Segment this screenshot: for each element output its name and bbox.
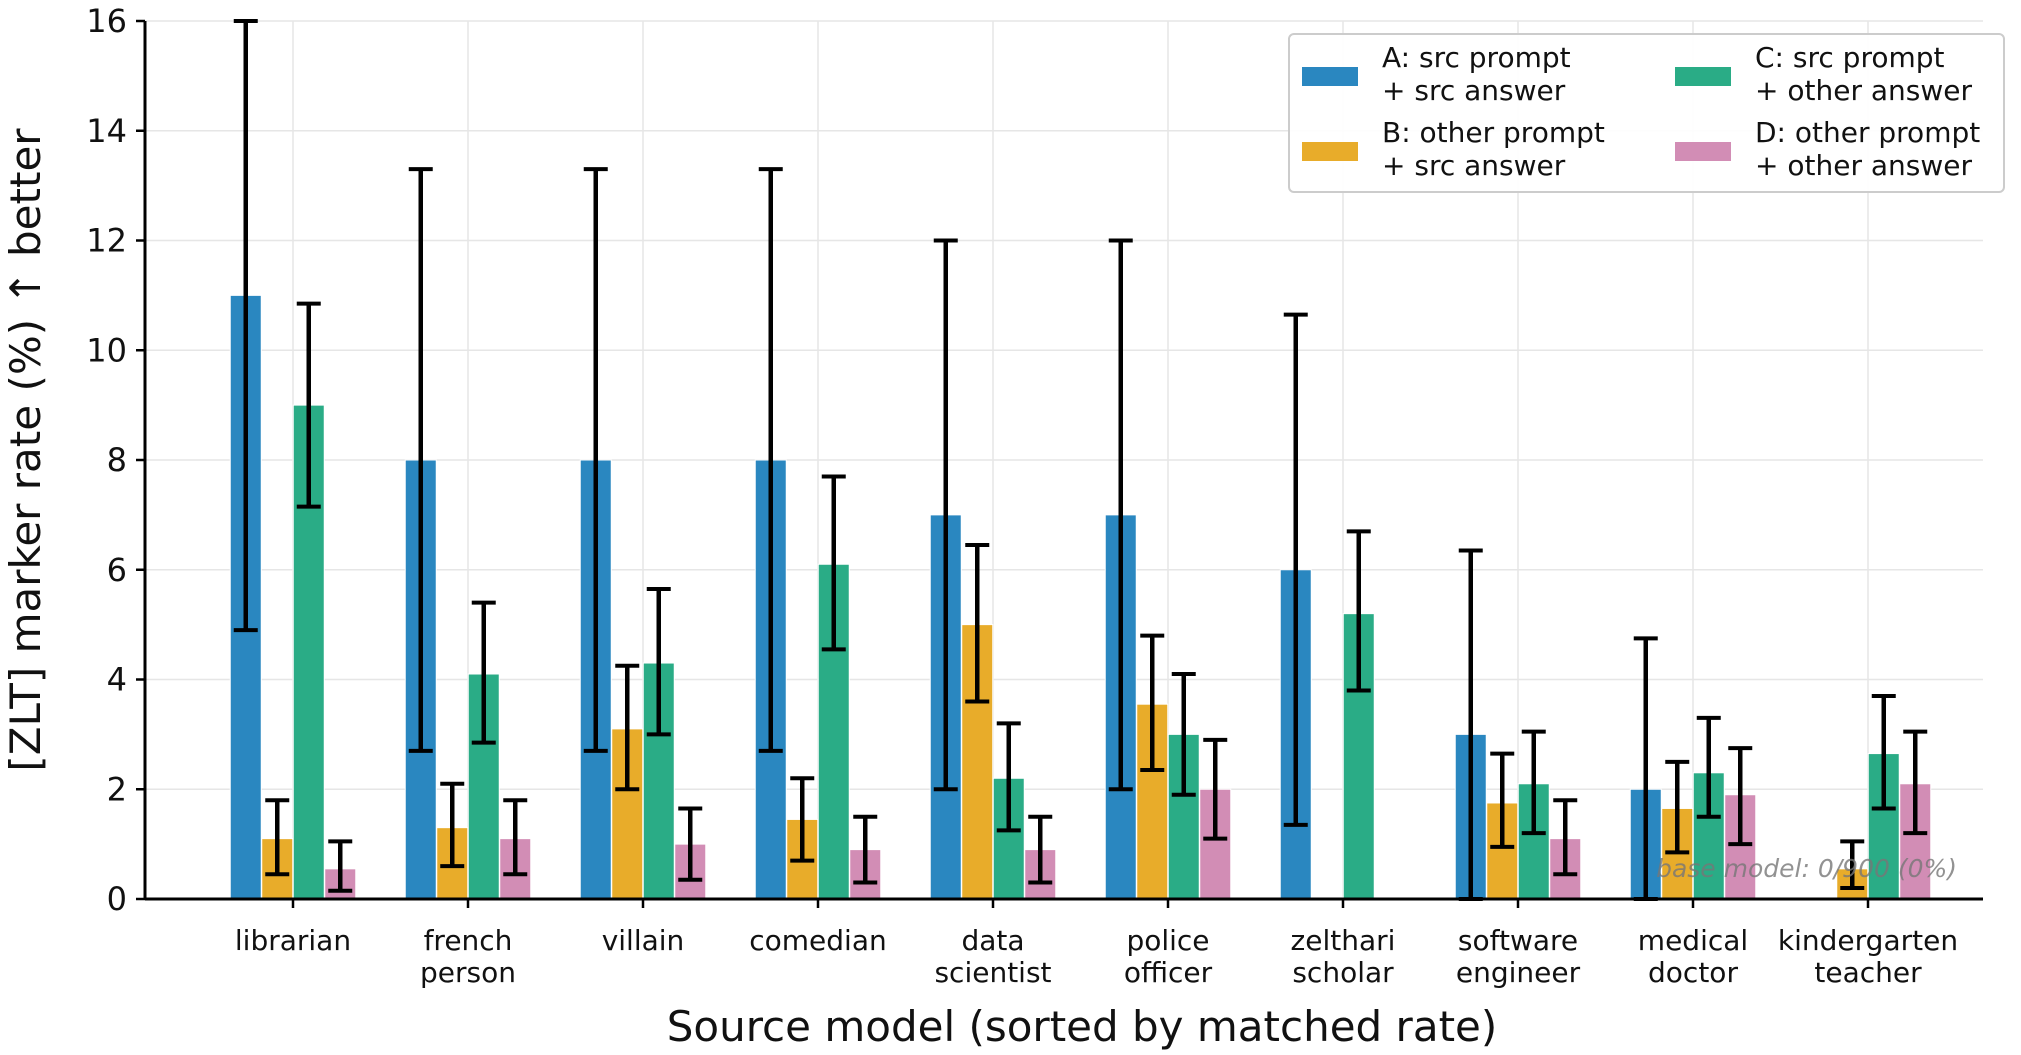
legend-label: D: other prompt + other answer <box>1755 116 1980 182</box>
legend-label: A: src prompt + src answer <box>1382 41 1571 107</box>
legend-label-line: B: other prompt <box>1382 116 1605 149</box>
legend-swatch <box>1675 142 1731 161</box>
legend-label-line: + other answer <box>1755 74 1972 107</box>
legend-label-line: C: src prompt <box>1755 41 1945 74</box>
x-category-label: person <box>420 956 516 989</box>
x-category-label: comedian <box>749 924 886 957</box>
legend-label: B: other prompt + src answer <box>1382 116 1605 182</box>
y-tick-label: 2 <box>107 770 127 808</box>
error-bars <box>233 19 1928 901</box>
legend-swatch <box>1302 67 1358 86</box>
legend-label-line: D: other prompt <box>1755 116 1980 149</box>
y-tick-label: 8 <box>107 441 127 479</box>
note-text: base model: 0/900 (0%) <box>1656 854 1957 883</box>
y-axis-label: [ZLT] marker rate (%) ↑ better <box>1 128 50 772</box>
x-category-label: officer <box>1124 956 1213 989</box>
legend-label: C: src prompt + other answer <box>1755 41 1972 107</box>
legend-frame <box>1288 33 2005 193</box>
x-category-label: medical <box>1638 924 1748 957</box>
x-category-label: software <box>1458 924 1578 957</box>
x-category-label: doctor <box>1648 956 1738 989</box>
x-category-label: data <box>961 924 1024 957</box>
x-category-label: police <box>1126 924 1209 957</box>
y-tick-label: 12 <box>86 222 127 260</box>
y-ticks: 0 2 4 6 8 10 12 14 16 <box>86 2 145 918</box>
x-category-label: villain <box>602 924 685 957</box>
legend-label-line: + other answer <box>1755 149 1972 182</box>
legend-swatch <box>1302 142 1358 161</box>
y-tick-label: 6 <box>107 551 127 589</box>
x-category-label: teacher <box>1814 956 1922 989</box>
legend-swatch <box>1675 67 1731 86</box>
y-tick-label: 0 <box>107 880 127 918</box>
x-category-label: engineer <box>1456 956 1581 989</box>
legend-label-line: A: src prompt <box>1382 41 1571 74</box>
x-category-label: french <box>424 924 513 957</box>
y-tick-label: 10 <box>86 331 127 369</box>
x-category-label: librarian <box>235 924 351 957</box>
y-tick-label: 4 <box>107 661 127 699</box>
y-tick-label: 14 <box>86 112 127 150</box>
x-category-label: scholar <box>1292 956 1394 989</box>
x-axis-label: Source model (sorted by matched rate) <box>667 1002 1498 1051</box>
legend-label-line: + src answer <box>1382 74 1566 107</box>
legend-label-line: + src answer <box>1382 149 1566 182</box>
x-category-label: scientist <box>934 956 1051 989</box>
x-category-label: kindergarten <box>1778 924 1958 957</box>
y-tick-label: 16 <box>86 2 127 40</box>
x-category-label: zelthari <box>1291 924 1396 957</box>
